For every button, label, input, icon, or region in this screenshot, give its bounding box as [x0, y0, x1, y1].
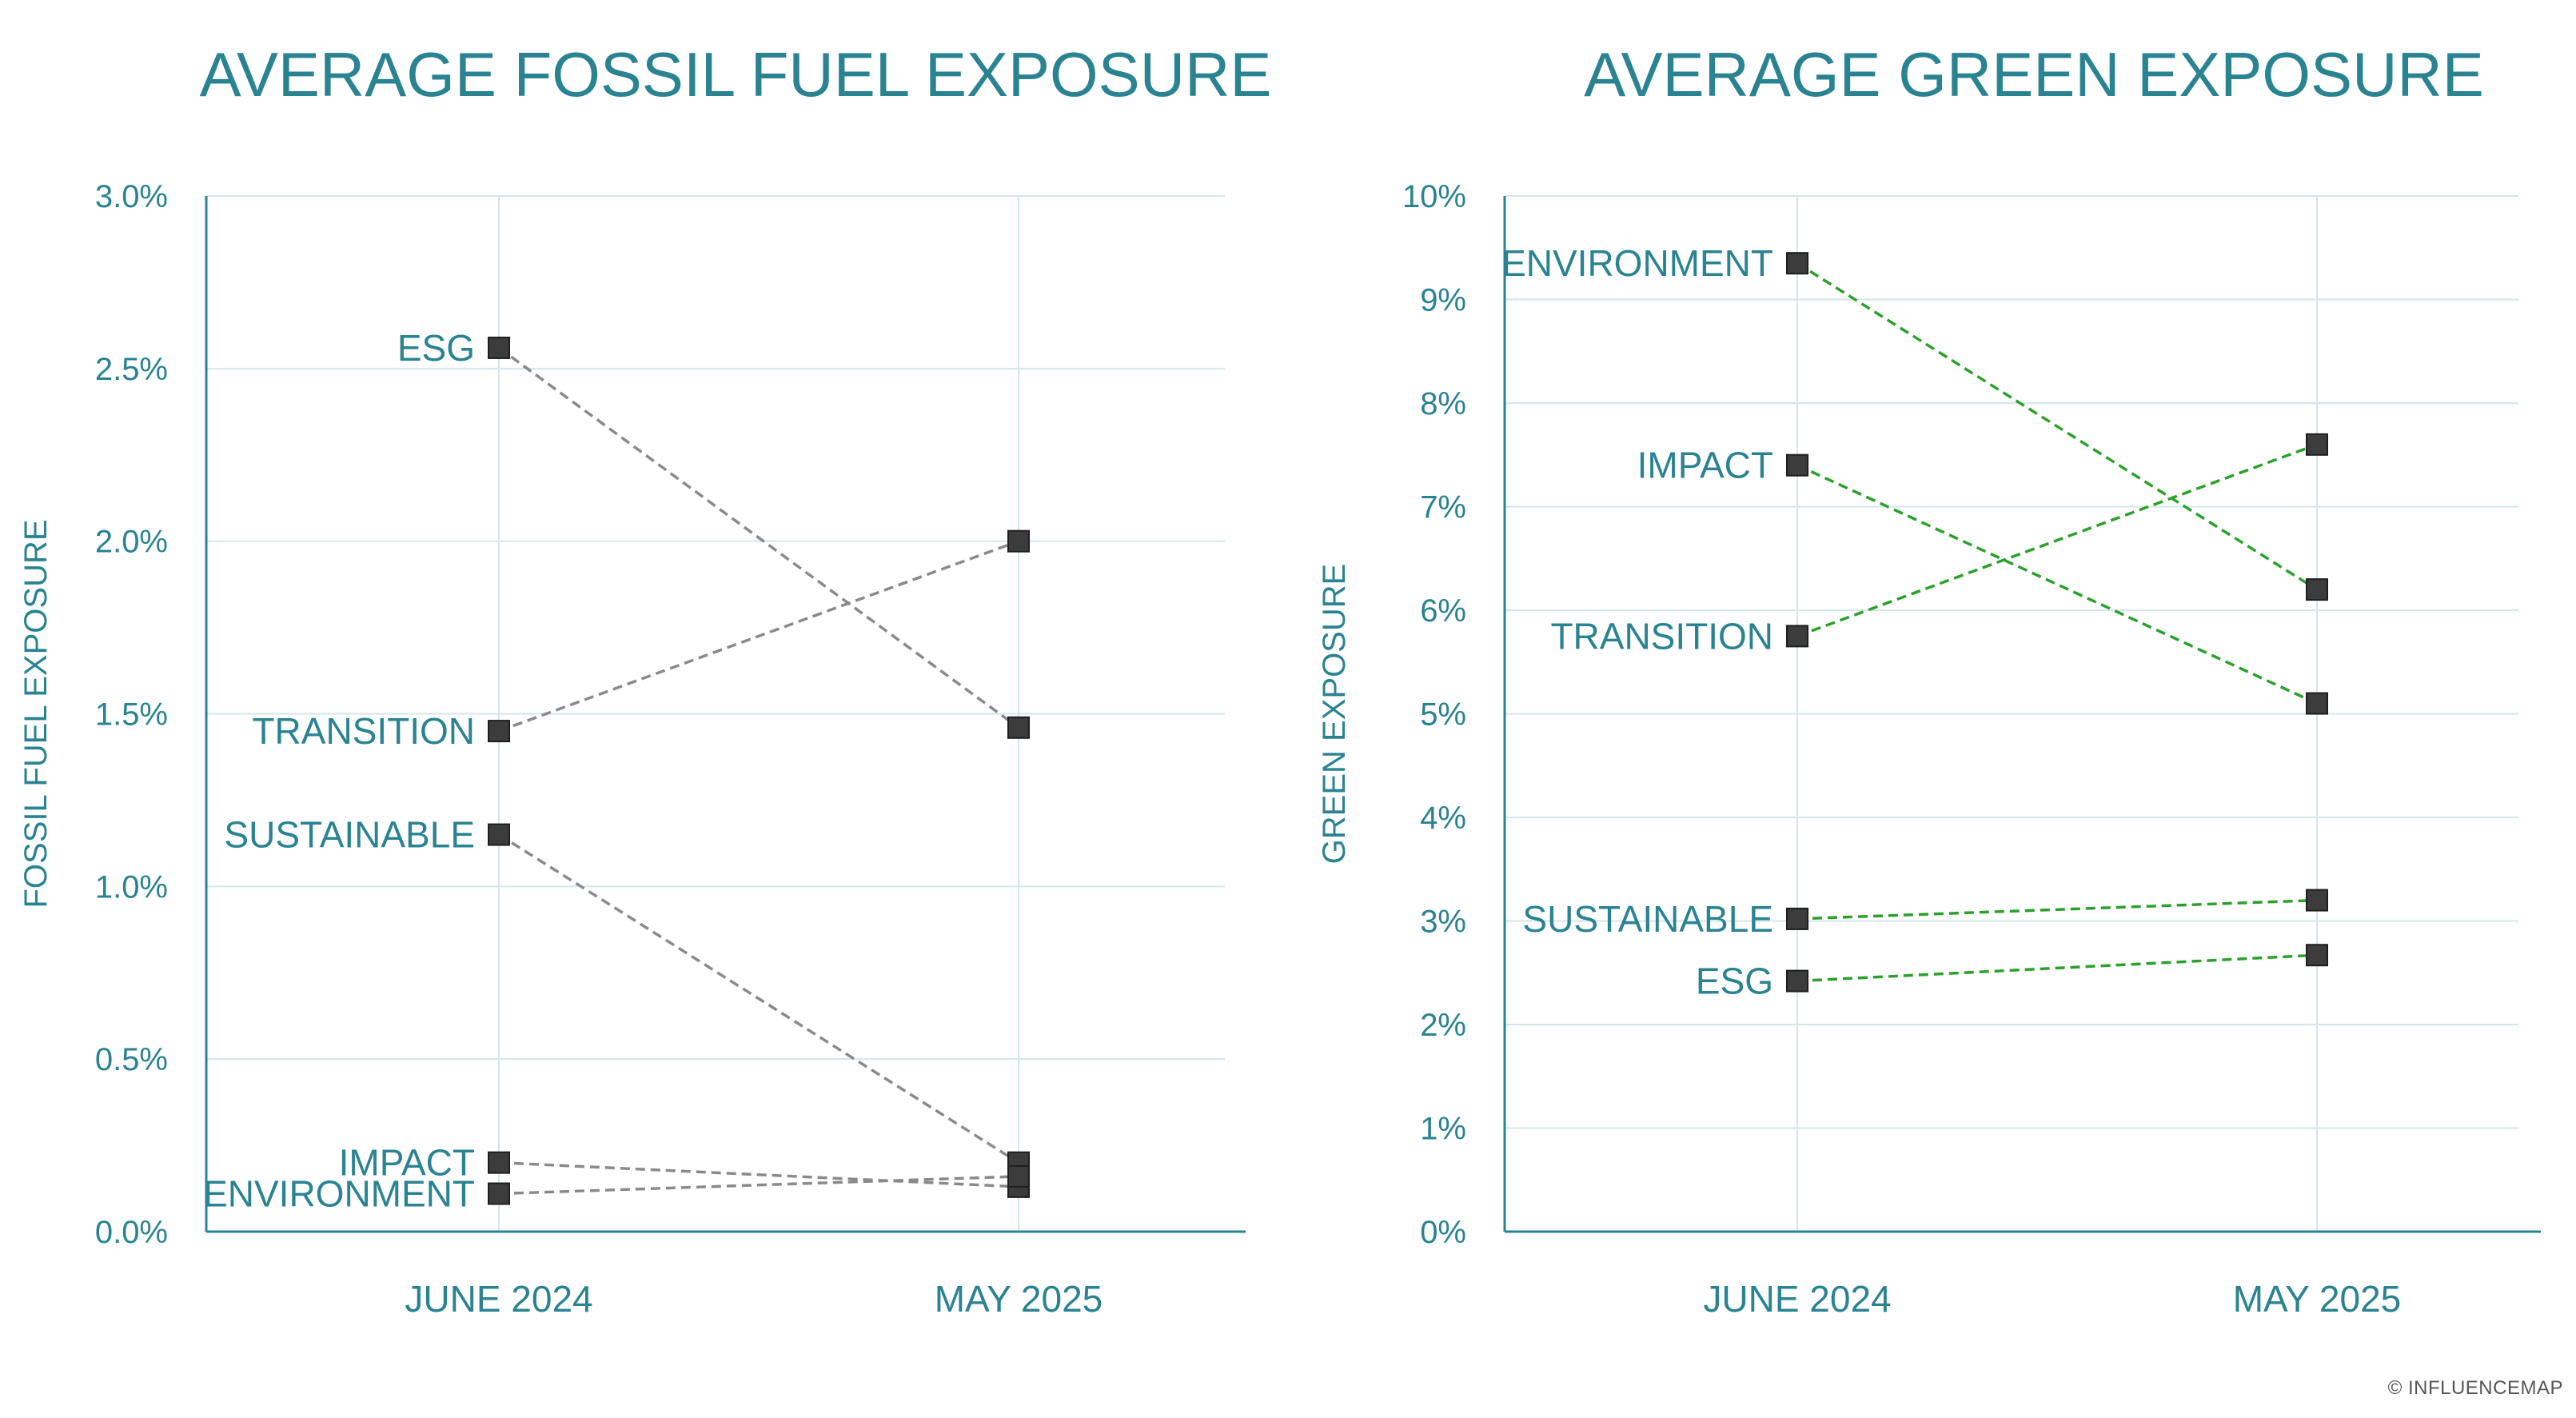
data-point-transition [1007, 529, 1030, 553]
y-tick-label: 2.0% [95, 525, 168, 560]
y-tick-label: 0.5% [95, 1042, 168, 1077]
series-label-environment: ENVIRONMENT [1501, 242, 1773, 284]
y-tick-label: 1.5% [95, 697, 168, 733]
series-line-transition [1796, 443, 2318, 638]
chart-title: AVERAGE FOSSIL FUEL EXPOSURE [200, 39, 1272, 110]
data-point-environment [2306, 578, 2328, 601]
data-point-esg [2306, 944, 2328, 967]
series-label-sustainable: SUSTAINABLE [1522, 898, 1773, 940]
y-axis-label: GREEN EXPOSURE [1317, 564, 1352, 865]
data-point-impact [1786, 453, 1808, 477]
y-tick-label: 1% [1420, 1112, 1466, 1147]
chart-2: AVERAGE GREEN EXPOSURE GREEN EXPOSURE 0% 1%… [1317, 39, 2541, 1320]
series-label-impact: IMPACT [1637, 445, 1773, 486]
y-tick-label: 8% [1420, 386, 1466, 421]
series-label-transition: TRANSITION [1550, 615, 1773, 657]
x-tick-label: MAY 2025 [2233, 1278, 2402, 1320]
data-point-esg [1007, 716, 1030, 739]
series-label-environment: ENVIRONMENT [203, 1173, 475, 1215]
y-axis-label: FOSSIL FUEL EXPOSURE [18, 519, 54, 908]
chart-title: AVERAGE GREEN EXPOSURE [1584, 39, 2484, 110]
data-point-sustainable [1786, 907, 1808, 930]
y-tick-label: 2.5% [95, 352, 168, 387]
y-tick-label: 4% [1420, 801, 1466, 836]
series-line-esg [1796, 953, 2318, 983]
credit-label: © INFLUENCEMAP [2387, 1377, 2563, 1399]
series-label-sustainable: SUSTAINABLE [224, 814, 475, 856]
data-point-sustainable [2306, 889, 2328, 912]
x-tick-label: JUNE 2024 [405, 1278, 592, 1320]
series-label-esg: ESG [397, 327, 475, 369]
series-line-environment [1796, 262, 2318, 591]
series-line-esg [497, 346, 1020, 729]
series-line-sustainable [1796, 898, 2318, 921]
y-tick-label: 1.0% [95, 869, 168, 905]
data-point-transition [488, 720, 510, 743]
data-point-transition [2306, 433, 2328, 456]
data-point-environment [1786, 252, 1808, 275]
y-tick-label: 3.0% [95, 179, 168, 214]
series-label-esg: ESG [1696, 961, 1773, 1002]
x-tick-label: MAY 2025 [935, 1278, 1103, 1320]
data-point-esg [488, 336, 510, 359]
y-tick-label: 0% [1420, 1215, 1466, 1250]
series-line-impact [498, 1160, 1019, 1188]
data-point-impact [2306, 692, 2328, 715]
data-point-transition [1786, 625, 1808, 648]
y-tick-label: 5% [1420, 697, 1466, 733]
data-point-sustainable [488, 823, 510, 846]
data-point-environment [488, 1182, 510, 1205]
y-tick-label: 6% [1420, 593, 1466, 629]
data-point-environment [1007, 1164, 1030, 1188]
data-point-esg [1786, 969, 1808, 993]
x-tick-label: JUNE 2024 [1703, 1278, 1891, 1320]
data-point-impact [488, 1151, 510, 1174]
series-label-impact: IMPACT [339, 1142, 475, 1184]
y-tick-label: 0.0% [95, 1215, 168, 1250]
y-tick-label: 2% [1420, 1008, 1466, 1043]
y-tick-label: 3% [1420, 905, 1466, 940]
chart-1: AVERAGE FOSSIL FUEL EXPOSURE FOSSIL FUEL … [18, 39, 1271, 1320]
series-line-environment [498, 1175, 1019, 1196]
series-label-transition: TRANSITION [252, 710, 475, 752]
series-line-transition [498, 540, 1019, 733]
series-line-impact [1796, 464, 2318, 705]
y-tick-label: 10% [1402, 179, 1466, 214]
y-tick-label: 9% [1420, 283, 1466, 318]
y-tick-label: 7% [1420, 490, 1466, 525]
series-line-sustainable [498, 833, 1019, 1164]
